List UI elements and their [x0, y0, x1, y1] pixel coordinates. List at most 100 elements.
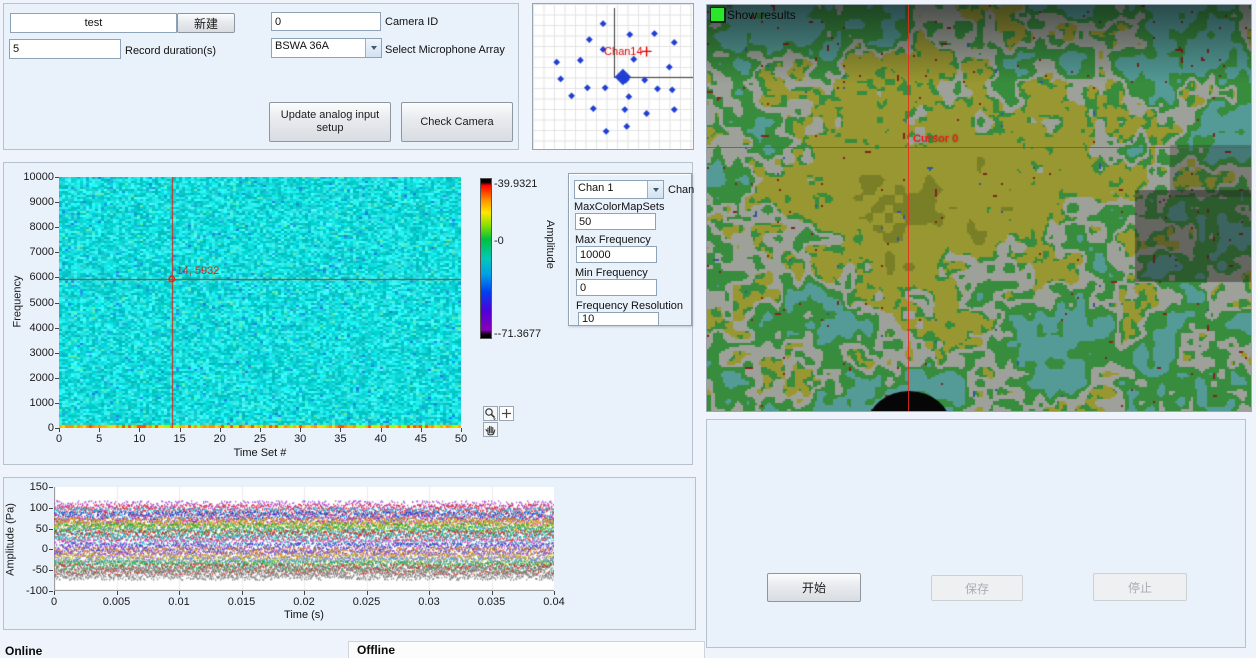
- analysis-controls: Chan 1 Chan MaxColorMapSets Max Frequenc…: [568, 173, 695, 326]
- tick-label: 30: [294, 433, 307, 445]
- update-analog-input-button[interactable]: Update analog input setup: [269, 102, 391, 142]
- status-offline-strip: Offline: [348, 641, 705, 658]
- chevron-down-icon[interactable]: [365, 39, 381, 57]
- tick-label: 5000: [29, 296, 54, 309]
- tick-label: 6000: [29, 271, 54, 284]
- tick-mark: [99, 428, 100, 432]
- tick-mark: [55, 252, 59, 253]
- tick-label: 8000: [29, 221, 54, 234]
- tick-mark: [180, 428, 181, 432]
- camera-id-label: Camera ID: [385, 16, 439, 28]
- show-results-label: Show results: [727, 7, 796, 22]
- tick-label: 15: [173, 433, 186, 445]
- tick-label: 10000: [23, 171, 54, 183]
- tick-mark: [139, 428, 140, 432]
- spectrogram-xlabel: Time Set #: [233, 447, 287, 459]
- mic-array-value: BSWA 36A: [275, 40, 330, 52]
- spectrogram-plot[interactable]: [59, 177, 461, 428]
- session-name-input[interactable]: [10, 13, 177, 33]
- tick-label: 0: [41, 543, 48, 556]
- record-duration-input[interactable]: [9, 39, 121, 59]
- tick-mark: [421, 428, 422, 432]
- crosshair-tool-icon[interactable]: [499, 406, 514, 421]
- mic-array-plot-panel: [532, 3, 694, 150]
- tick-mark: [429, 591, 430, 595]
- tick-label: 50: [35, 522, 48, 535]
- tick-label: 20: [213, 433, 226, 445]
- mic-array-plot[interactable]: [533, 4, 693, 149]
- tick-mark: [55, 353, 59, 354]
- new-session-button[interactable]: 新建: [177, 13, 235, 33]
- channel-select-label: Chan: [668, 184, 695, 196]
- tick-mark: [55, 227, 59, 228]
- acoustic-image[interactable]: [707, 5, 1251, 411]
- tick-mark: [492, 591, 493, 595]
- channel-select[interactable]: Chan 1: [574, 180, 664, 199]
- max-frequency-label: Max Frequency: [575, 234, 651, 246]
- tick-label: 7000: [29, 246, 54, 259]
- waveform-panel: Amplitude (Pa) Time (s) -100 -50 0 50 100 150…: [3, 477, 696, 630]
- tick-mark: [55, 378, 59, 379]
- colorbar-min-label: --71.3677: [494, 328, 542, 340]
- status-offline-label: Offline: [357, 643, 395, 657]
- min-frequency-label: Min Frequency: [575, 267, 648, 279]
- tick-label: 4000: [29, 321, 54, 334]
- check-camera-button[interactable]: Check Camera: [401, 102, 513, 142]
- tick-label: 3000: [29, 346, 54, 359]
- spectrogram-cursor-readout: 14, 5932: [176, 265, 220, 278]
- tick-label: 150: [29, 481, 48, 493]
- tick-label: 0.015: [227, 596, 256, 608]
- tick-mark: [55, 428, 59, 429]
- tick-label: 0.025: [352, 596, 381, 608]
- frequency-resolution-label: Frequency Resolution: [576, 300, 684, 312]
- tick-label: 0: [47, 422, 54, 434]
- status-online: Online: [5, 644, 43, 658]
- tick-label: 0.035: [477, 596, 506, 608]
- tick-label: 25: [253, 433, 267, 445]
- mic-array-select[interactable]: BSWA 36A: [271, 38, 382, 58]
- tick-label: -100: [25, 585, 48, 597]
- camera-id-input[interactable]: [271, 12, 381, 31]
- tick-label: 40: [374, 433, 387, 445]
- channel-select-value: Chan 1: [578, 182, 614, 194]
- waveform-plot[interactable]: [54, 487, 554, 591]
- start-button[interactable]: 开始: [767, 573, 861, 602]
- checkbox-led-icon[interactable]: [710, 7, 725, 22]
- control-panel: 开始 保存 停止: [706, 419, 1246, 648]
- tick-mark: [49, 487, 53, 488]
- tick-mark: [55, 277, 59, 278]
- tick-mark: [55, 328, 59, 329]
- tick-label: 45: [414, 433, 427, 445]
- tick-mark: [49, 529, 53, 530]
- max-colormap-label: MaxColorMapSets: [574, 201, 665, 213]
- spectrogram-panel: Frequency 14, 5932 Time Set # -39.9321 -…: [3, 162, 695, 465]
- tick-mark: [49, 508, 53, 509]
- tick-mark: [55, 202, 59, 203]
- tick-mark: [367, 591, 368, 595]
- tick-mark: [340, 428, 341, 432]
- stop-button[interactable]: 停止: [1093, 573, 1187, 601]
- tick-mark: [554, 591, 555, 595]
- zoom-tool-icon[interactable]: [483, 406, 498, 421]
- pan-hand-tool-icon[interactable]: [483, 422, 498, 437]
- tick-label: 1000: [29, 396, 54, 409]
- tick-label: 0: [50, 596, 58, 608]
- max-colormap-input[interactable]: [575, 213, 656, 230]
- tick-mark: [55, 177, 59, 178]
- min-frequency-input[interactable]: [576, 279, 657, 296]
- max-frequency-input[interactable]: [576, 246, 657, 263]
- show-results-checkbox[interactable]: Show results: [710, 7, 796, 22]
- camera-view-panel: Cursor 0 Show results: [706, 4, 1252, 412]
- spectrogram-cursor-marker[interactable]: [168, 276, 175, 283]
- tick-mark: [381, 428, 382, 432]
- frequency-resolution-input[interactable]: [578, 312, 659, 326]
- tick-mark: [242, 591, 243, 595]
- chevron-down-icon[interactable]: [647, 181, 663, 198]
- tick-mark: [55, 403, 59, 404]
- tick-mark: [179, 591, 180, 595]
- setup-panel: 新建 Camera ID Record duration(s) BSWA 36A…: [3, 3, 519, 150]
- colorbar[interactable]: [480, 178, 492, 339]
- tick-label: 0.03: [418, 596, 440, 608]
- tick-label: -50: [32, 564, 48, 577]
- save-button[interactable]: 保存: [931, 575, 1023, 601]
